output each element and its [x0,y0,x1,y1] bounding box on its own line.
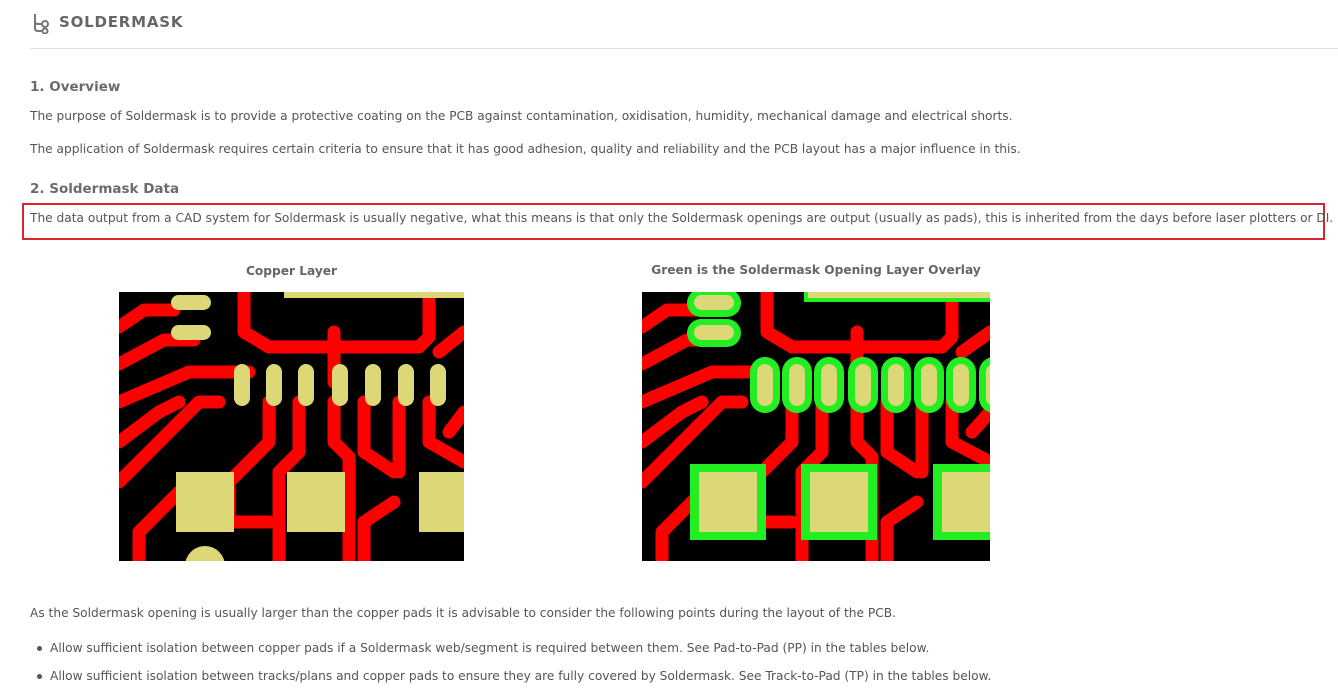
bullet-marker [37,674,42,679]
highlight-box [22,203,1325,240]
overview-paragraph-2: The application of Soldermask requires c… [30,142,1021,156]
soldermask-data-paragraph: The data output from a CAD system for So… [30,211,1334,225]
copper-layer-caption: Copper Layer [245,264,338,278]
section-heading-soldermask-data: 2. Soldermask Data [30,181,180,197]
overview-paragraph-1: The purpose of Soldermask is to provide … [30,109,1013,123]
section-heading-overview: 1. Overview [30,79,121,95]
bullet-marker [37,646,42,651]
page-header: SOLDERMASK [30,0,1338,49]
soldermask-overlay-caption: Green is the Soldermask Opening Layer Ov… [651,263,981,277]
soldermask-overlay-image [642,292,990,561]
page-title: SOLDERMASK [59,13,184,31]
list-item: Allow sufficient isolation between track… [50,669,992,683]
layout-intro-paragraph: As the Soldermask opening is usually lar… [30,606,896,620]
list-item: Allow sufficient isolation between coppe… [50,641,930,655]
tree-structure-icon [34,14,49,34]
copper-layer-image [119,292,464,561]
